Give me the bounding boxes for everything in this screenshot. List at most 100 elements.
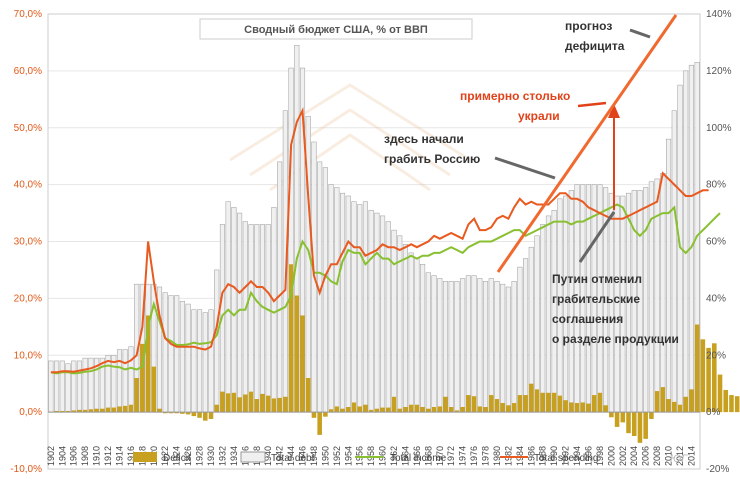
x-tick-label: 1904 [57,446,67,466]
debt-bar [523,258,529,413]
x-tick-label: 1908 [80,446,90,466]
deficit-bar [563,400,568,413]
deficit-bar [569,402,574,413]
x-tick-label: 1966 [412,446,422,466]
debt-bar [179,300,185,413]
deficit-bar [340,408,345,413]
debt-bar [225,201,231,413]
deficit-bar [620,412,626,423]
annotation-stolen: примерно столько украли [460,89,620,210]
debt-bar [82,357,88,413]
x-tick-label: 1974 [458,446,468,466]
debt-bar [88,357,94,413]
deficit-bar [626,412,631,434]
left-tick-label: -10,0% [10,464,42,475]
debt-bar [545,215,551,413]
x-tick-label: 1948 [309,446,319,466]
deficit-bar [437,406,443,413]
deficit-bar [591,395,597,413]
x-tick-label: 1962 [389,446,399,466]
debt-bar [340,192,346,413]
annotation-robbing-line1: здесь начали [384,132,464,146]
debt-bar [505,286,511,413]
left-tick-label: 10,0% [14,350,42,361]
x-tick-label: 1984 [515,446,525,466]
deficit-bar [534,389,540,413]
right-tick-label: 140% [706,9,732,20]
deficit-bar [94,408,99,413]
deficit-bar [580,402,586,413]
debt-bar [59,360,65,413]
debt-bar [271,207,277,413]
deficit-bar [454,410,460,413]
deficit-bar [174,412,179,414]
deficit-bar [71,410,77,413]
annotation-putin-arrow [578,211,616,263]
deficit-bar [65,410,71,413]
annotation-forecast-line2: дефицита [565,39,625,53]
debt-bar [76,360,82,413]
annotation-putin-line2: грабительские [552,292,640,306]
deficit-bar [88,409,94,413]
debt-bar [197,309,203,413]
annotation-stolen-line1: примерно столько [460,89,570,103]
deficit-bar [500,403,505,413]
debt-bar [420,264,426,413]
deficit-bar [471,396,477,413]
debt-bar [683,70,689,413]
debt-bar [162,292,168,413]
deficit-bar [649,412,654,419]
debt-bar [185,303,191,413]
deficit-bar [305,378,311,413]
debt-bar [191,309,197,413]
deficit-bar [408,404,414,413]
x-tick-label: 2000 [606,446,616,466]
deficit-bar [609,412,614,418]
x-tick-label: 1968 [423,446,433,466]
annotation-forecast-arrow [629,28,651,39]
deficit-bar [328,409,334,413]
debt-bar [442,281,449,413]
deficit-bar [506,405,511,413]
x-tick-label: 1976 [469,446,479,466]
x-tick-label: 2012 [675,446,685,466]
debt-bar [374,212,380,413]
debt-bar [208,309,214,413]
deficit-bars [48,264,740,443]
debt-bar [368,209,374,413]
debt-bar [660,173,666,413]
deficit-bar [300,315,305,413]
x-tick-label: 1924 [172,446,182,466]
deficit-bar [694,324,700,413]
deficit-bar [597,392,603,413]
debt-bar [511,281,517,413]
debt-bar [122,349,128,413]
debt-bar [242,221,248,413]
x-tick-label: 1946 [298,446,308,466]
deficit-bar [100,408,105,413]
x-tick-label: 1996 [583,446,593,466]
deficit-bar [494,399,500,413]
deficit-bar [128,404,134,413]
deficit-bar [700,339,706,413]
deficit-bar [283,396,288,413]
debt-bar [482,281,489,413]
annotation-putin-line1: Путин отменил [552,272,642,286]
deficit-bar [483,407,488,413]
debt-bar [648,181,654,413]
debt-bar [71,360,77,413]
total-spending-line [50,106,709,374]
deficit-bar [403,407,408,413]
debt-bar [362,201,368,413]
right-tick-label: 100% [706,123,732,134]
x-tick-label: 1982 [503,446,513,466]
deficit-bar [225,393,231,413]
debt-bar [500,283,506,413]
debt-bar [334,187,340,413]
deficit-bar [351,402,357,413]
x-tick-label: 2014 [686,446,696,466]
deficit-bar [202,412,208,421]
deficit-bar [666,399,671,413]
total-income-line [50,203,721,375]
debt-bar [168,295,174,413]
